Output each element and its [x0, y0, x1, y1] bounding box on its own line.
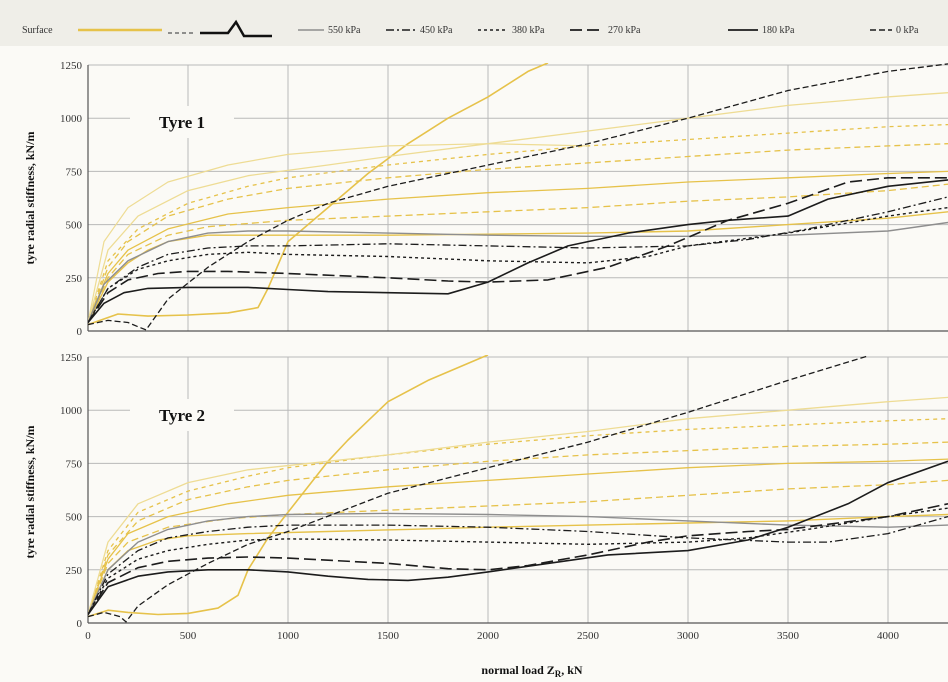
y-tick-label: 1250	[60, 352, 83, 364]
series-line-6	[88, 92, 948, 323]
y-tick-label: 750	[66, 166, 83, 178]
legend-label-450kpa: 450 kPa	[420, 25, 453, 36]
ylabel-tyre-1: tyre radial stiffness, kN/m	[23, 131, 37, 264]
series-line-10	[88, 206, 948, 323]
x-tick-label: 2000	[477, 630, 500, 642]
x-tick-label: 1000	[277, 630, 300, 642]
series-line-0	[88, 63, 549, 326]
plot-area	[88, 65, 948, 331]
series-group	[88, 63, 948, 331]
series-line-13	[88, 63, 948, 331]
series-line-5	[88, 123, 948, 323]
legend-label-550kpa: 550 kPa	[328, 25, 361, 36]
series-line-1	[88, 211, 948, 323]
legend-surface-profile-swatch	[200, 19, 272, 38]
x-tick-label: 3500	[777, 630, 800, 642]
legend-background	[0, 0, 948, 46]
series-line-1	[88, 513, 948, 615]
panel-label-box	[130, 399, 234, 431]
series-line-8	[88, 515, 948, 615]
series-line-3	[88, 458, 948, 615]
x-tick-label: 2500	[577, 630, 600, 642]
y-tick-label: 500	[66, 512, 83, 524]
series-line-2	[88, 479, 948, 615]
series-line-7	[88, 143, 589, 323]
y-tick-label: 0	[77, 618, 83, 630]
y-tick-label: 1000	[60, 405, 83, 417]
series-line-3	[88, 170, 948, 323]
ylabel-tyre-2: tyre radial stiffness, kN/m	[23, 425, 37, 558]
tyre-2-panel: 0 500 1000 1500 2000 2500 3000 3500 4000 0 250 500 7…	[60, 352, 948, 642]
panel-label: Tyre 2	[159, 406, 205, 425]
x-tick-label: 0	[85, 630, 91, 642]
series-line-10	[88, 503, 948, 615]
legend-surface-label: Surface	[22, 25, 53, 36]
legend-label-270kpa: 270 kPa	[608, 25, 641, 36]
series-group	[88, 355, 948, 623]
series-line-11	[88, 177, 948, 323]
series-line-6	[88, 396, 948, 615]
series-line-4	[88, 143, 948, 323]
legend-label-0kpa: 0 kPa	[896, 25, 919, 36]
y-tick-label: 500	[66, 220, 83, 232]
series-line-12	[88, 355, 869, 623]
xlabel-subscript: R	[555, 669, 562, 679]
series-line-5	[88, 418, 948, 615]
legend: Surface 550 kPa 450 kPa 380 kPa 270 kPa …	[0, 0, 948, 46]
tyre-1-panel: 0 250 500 750 1000 1250 Tyre 1	[60, 60, 948, 338]
x-tick-label: 1500	[377, 630, 400, 642]
series-line-11	[88, 460, 948, 615]
series-line-4	[88, 441, 948, 615]
y-tick-label: 250	[66, 273, 83, 285]
x-tick-label: 3000	[677, 630, 700, 642]
x-tick-label: 500	[180, 630, 197, 642]
series-line-7	[88, 512, 948, 615]
series-line-8	[88, 221, 948, 323]
legend-label-180kpa: 180 kPa	[762, 25, 795, 36]
panel-label: Tyre 1	[159, 113, 205, 132]
y-tick-label: 250	[66, 565, 83, 577]
xlabel-unit: , kN	[561, 663, 583, 677]
y-tick-label: 0	[77, 326, 83, 338]
series-line-9	[88, 196, 948, 323]
y-tick-label: 1250	[60, 60, 83, 72]
x-tick-label: 4000	[877, 630, 900, 642]
xlabel-main: normal load Z	[481, 663, 554, 677]
legend-label-380kpa: 380 kPa	[512, 25, 545, 36]
series-line-12	[88, 179, 948, 324]
plot-area	[88, 357, 948, 623]
series-line-2	[88, 183, 948, 323]
y-tick-label: 1000	[60, 113, 83, 125]
xlabel: normal load ZR, kN	[481, 663, 583, 679]
y-tick-label: 750	[66, 458, 83, 470]
panel-label-box	[130, 106, 234, 138]
